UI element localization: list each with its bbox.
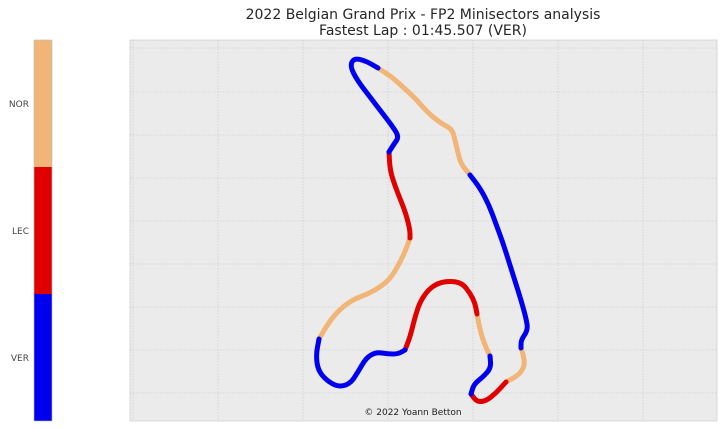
chart-title-line1: 2022 Belgian Grand Prix - FP2 Minisector…	[246, 7, 601, 23]
track-segment-lec-2	[402, 279, 480, 353]
colorbar-label-lec: LEC	[12, 227, 29, 237]
track-segment-nor-2	[316, 235, 413, 342]
track-segment-lec-1	[386, 149, 413, 241]
track-segment-ver-2	[467, 172, 530, 351]
colorbar-frame	[33, 39, 53, 422]
credit-text: © 2022 Yoann Betton	[364, 408, 461, 418]
colorbar-label-nor: NOR	[9, 100, 29, 110]
colorbar-segment-ver	[34, 294, 52, 421]
track-segment-ver-1	[348, 56, 401, 155]
plot-area	[129, 39, 718, 422]
chart-title-line2: Fastest Lap : 01:45.507 (VER)	[319, 23, 527, 39]
track-segment-ver-3	[468, 353, 494, 397]
colorbar-label-ver: VER	[11, 354, 29, 364]
track-segment-lec-3	[468, 379, 509, 405]
track-segment-ver-4	[314, 336, 408, 389]
colorbar-segment-nor	[34, 40, 52, 167]
track-segment-nor-4	[503, 345, 527, 385]
track-map	[314, 56, 530, 405]
grid	[130, 40, 717, 421]
track-segment-nor-1	[375, 65, 473, 178]
colorbar-segment-lec	[34, 167, 52, 294]
colorbar: NOR LEC VER	[9, 39, 53, 422]
